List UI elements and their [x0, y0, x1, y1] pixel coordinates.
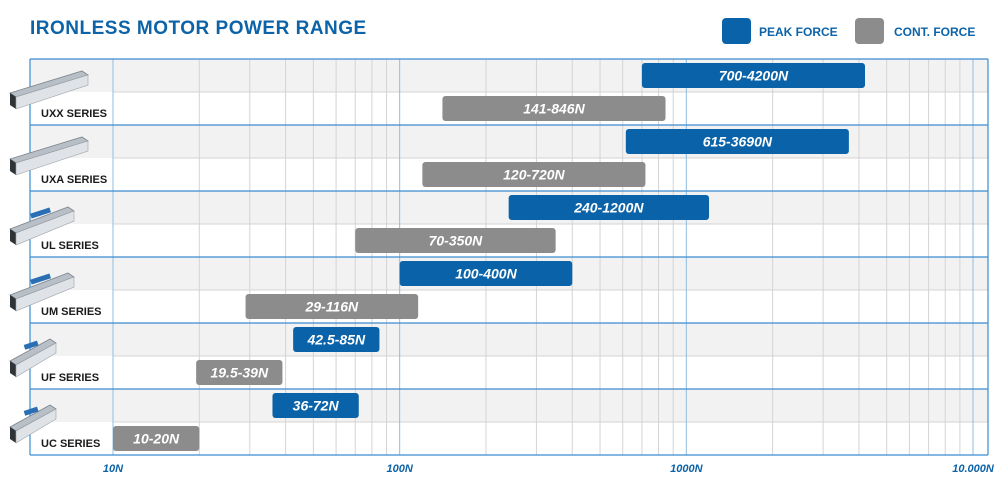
- peak-force-bar: [641, 63, 865, 88]
- uxx-motor-icon: [9, 70, 89, 110]
- peak-force-bar: [272, 393, 359, 418]
- band-upper: [30, 389, 988, 422]
- series-label: UXA SERIES: [41, 174, 107, 186]
- uf-motor-icon: [9, 338, 57, 378]
- band-lower: [30, 356, 988, 389]
- peak-force-bar-label: 36-72N: [293, 398, 340, 414]
- band-upper: [30, 323, 988, 356]
- peak-force-bar-label: 615-3690N: [703, 134, 773, 150]
- peak-force-bar: [508, 195, 710, 220]
- legend-peak-swatch: [722, 18, 751, 44]
- legend-cont-swatch: [855, 18, 884, 44]
- cont-force-bar: [442, 96, 666, 121]
- cont-force-bar: [113, 426, 200, 451]
- peak-force-bar-label: 42.5-85N: [306, 332, 365, 348]
- series-label: UL SERIES: [41, 240, 99, 252]
- band-lower: [30, 290, 988, 323]
- peak-force-bar-label: 700-4200N: [719, 68, 789, 84]
- legend-peak-label: PEAK FORCE: [759, 25, 838, 39]
- peak-force-bar: [399, 261, 573, 286]
- cont-force-bar: [196, 360, 283, 385]
- cont-force-bar-label: 141-846N: [523, 101, 585, 117]
- ul-motor-icon: [9, 206, 75, 246]
- cont-force-bar-label: 10-20N: [133, 431, 180, 447]
- peak-force-bar-label: 240-1200N: [573, 200, 644, 216]
- cont-force-bar-label: 70-350N: [429, 233, 484, 249]
- chart-title: IRONLESS MOTOR POWER RANGE: [30, 18, 367, 39]
- x-tick-label: 10.000N: [952, 463, 995, 475]
- um-motor-icon: [9, 272, 75, 312]
- uc-motor-icon: [9, 404, 57, 444]
- cont-force-bar: [245, 294, 419, 319]
- series-label: UXX SERIES: [41, 108, 107, 120]
- cont-force-bar-label: 29-116N: [305, 299, 360, 315]
- cont-force-bar-label: 19.5-39N: [210, 365, 268, 381]
- cont-force-bar-label: 120-720N: [503, 167, 565, 183]
- series-label: UM SERIES: [41, 306, 102, 318]
- series-label: UC SERIES: [41, 438, 100, 450]
- peak-force-bar-label: 100-400N: [455, 266, 517, 282]
- peak-force-bar: [293, 327, 380, 352]
- x-tick-label: 100N: [387, 463, 414, 475]
- uxa-motor-icon: [9, 136, 89, 176]
- x-tick-label: 1000N: [670, 463, 703, 475]
- legend-cont-label: CONT. FORCE: [894, 25, 976, 39]
- cont-force-bar: [422, 162, 646, 187]
- x-tick-label: 10N: [103, 463, 124, 475]
- peak-force-bar: [625, 129, 849, 154]
- cont-force-bar: [355, 228, 556, 253]
- series-label: UF SERIES: [41, 372, 99, 384]
